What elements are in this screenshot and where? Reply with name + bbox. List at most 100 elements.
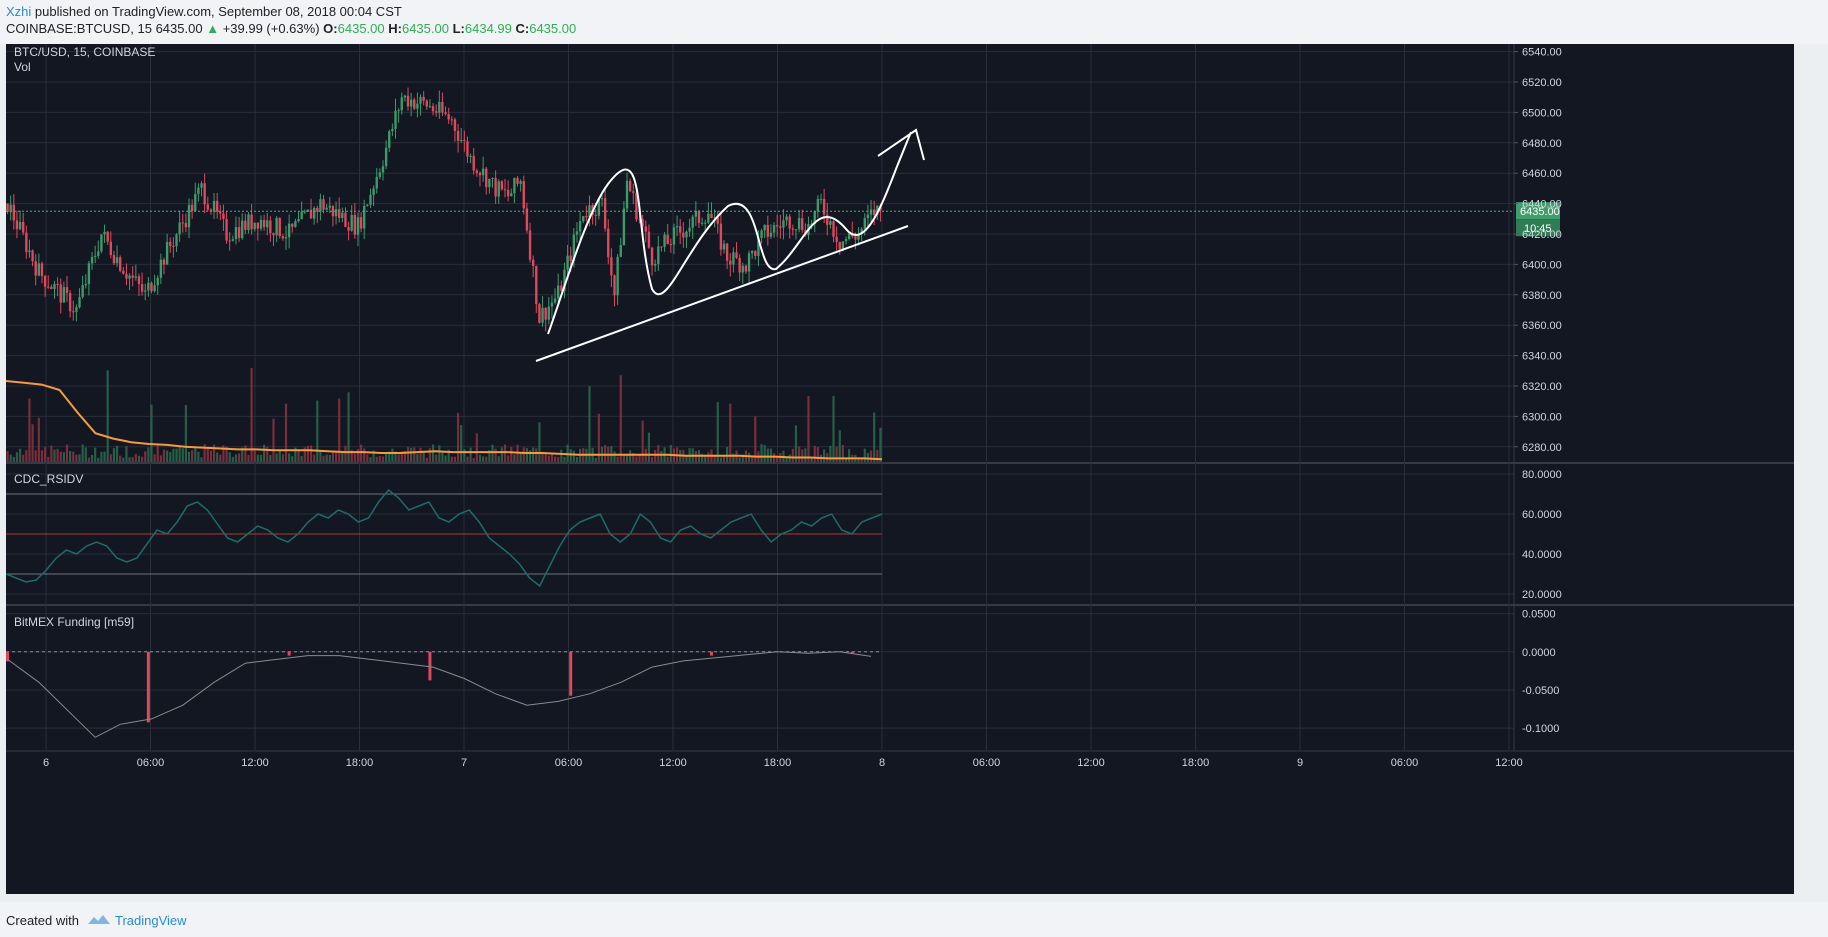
candle-body (704, 222, 707, 224)
tradingview-link[interactable]: TradingView (115, 913, 187, 928)
candle-body (582, 216, 585, 222)
volume-bar (431, 444, 435, 462)
price-change: +39.99 (+0.63%) (222, 21, 320, 36)
volume-bar (122, 457, 125, 462)
candle-body (225, 219, 228, 241)
candle-body (178, 222, 181, 235)
candle-body (660, 246, 663, 248)
author-link[interactable]: Xzhi (6, 4, 32, 19)
funding-bar (146, 651, 150, 723)
candle-body (369, 194, 372, 205)
candle-body (366, 204, 369, 206)
chart-area[interactable]: 6435.00 10:45 6 06:00 12:00 18:00 7 06:00 12:00… (5, 44, 1794, 894)
funding-bar (287, 651, 291, 656)
volume-bar (100, 451, 103, 462)
candle-body (510, 193, 513, 197)
candle-body (131, 275, 134, 278)
candle-body (522, 181, 525, 209)
x-tick-label: 9 (1297, 757, 1303, 769)
volume-bar (475, 433, 478, 462)
candle-body (747, 253, 751, 272)
candle-body (563, 269, 566, 291)
candle-body (691, 216, 694, 228)
volume-bar (519, 453, 522, 462)
volume-bar (747, 452, 751, 462)
volume-bar (738, 457, 741, 462)
candle-body (244, 220, 247, 230)
candle-body (125, 273, 128, 279)
volume-bar (169, 452, 172, 462)
volume-bar (37, 417, 40, 462)
x-tick-label: 06:00 (555, 757, 583, 769)
volume-bar (604, 445, 607, 462)
candle-body (872, 209, 876, 215)
volume-bar (119, 455, 122, 462)
candle-body (134, 276, 138, 278)
candle-body (397, 110, 400, 112)
candle-body (760, 230, 763, 238)
volume-bar (115, 445, 119, 462)
funding-y-tick-label: -0.1000 (1522, 723, 1559, 735)
candle-body (647, 231, 651, 248)
candle-body (866, 214, 870, 219)
funding-pane (6, 613, 1514, 738)
volume-bar (106, 370, 109, 462)
candle-body (59, 284, 62, 303)
volume-bars (5, 367, 883, 462)
volume-bar (363, 448, 366, 462)
volume-bar (12, 456, 15, 462)
volume-bar (469, 447, 472, 462)
x-tick-label: 7 (461, 757, 467, 769)
candle-body (669, 244, 673, 246)
candle-body (657, 246, 660, 264)
chart-svg[interactable]: 6435.00 10:45 6 06:00 12:00 18:00 7 06:00 12:00… (5, 44, 1794, 894)
candle-body (434, 111, 438, 113)
volume-bar (488, 450, 491, 462)
candlesticks (6, 87, 882, 332)
volume-ma-line (5, 380, 883, 461)
volume-bar (491, 444, 494, 462)
volume-bar (500, 447, 503, 462)
candle-body (766, 224, 769, 237)
volume-bar (660, 450, 663, 462)
candle-body (391, 128, 394, 132)
volume-bar (669, 444, 672, 462)
volume-bar (791, 448, 794, 462)
volume-bar (187, 451, 191, 462)
candle-body (485, 168, 488, 188)
candle-body (12, 204, 16, 221)
candle-body (516, 177, 519, 184)
volume-bar (65, 444, 69, 462)
candle-body (632, 191, 635, 193)
candle-body (37, 263, 41, 276)
candle-body (100, 234, 103, 252)
candle-body (641, 219, 644, 227)
candle-body (466, 141, 469, 157)
funding-bar (709, 651, 713, 656)
candle-body (378, 172, 382, 177)
volume-bar (247, 454, 250, 462)
volume-bar (754, 416, 757, 462)
volume-bar (78, 454, 81, 462)
volume-bar (873, 412, 876, 462)
candle-body (531, 259, 535, 266)
volume-bar (15, 452, 19, 462)
volume-bar (94, 447, 97, 462)
candle-body (34, 261, 37, 276)
candle-body (835, 236, 838, 243)
x-tick-label: 18:00 (346, 757, 374, 769)
volume-bar (25, 450, 28, 462)
rsi-y-tick-label: 60.0000 (1522, 509, 1562, 521)
user-drawings[interactable] (535, 128, 925, 362)
low-label: L: (452, 21, 465, 36)
volume-bar (366, 454, 369, 462)
swing-path-drawing (547, 131, 912, 335)
volume-bar (178, 445, 181, 462)
rsi-pane-title: CDC_RSIDV (14, 472, 83, 486)
volume-bar (166, 450, 169, 462)
candle-body (419, 96, 422, 104)
volume-bar (259, 454, 263, 462)
candle-body (569, 255, 572, 262)
volume-bar (456, 413, 460, 462)
volume-bar (650, 457, 654, 462)
